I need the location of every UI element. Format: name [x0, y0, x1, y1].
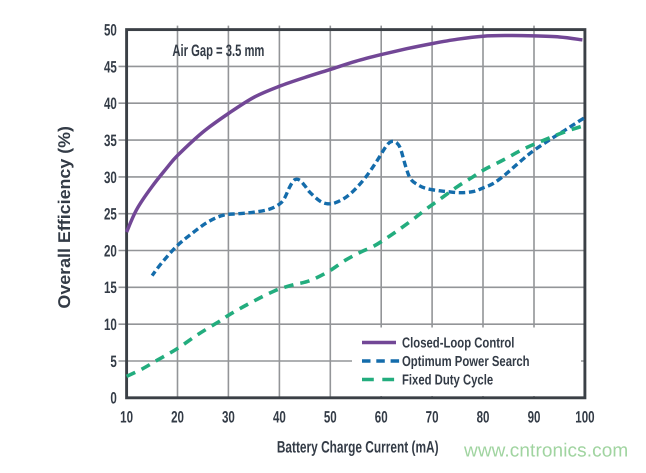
svg-text:100: 100 [575, 408, 594, 426]
svg-text:www.cntronics.com: www.cntronics.com [463, 441, 628, 462]
svg-text:50: 50 [324, 408, 337, 426]
svg-text:70: 70 [426, 408, 439, 426]
svg-text:0: 0 [110, 390, 116, 408]
svg-text:Fixed Duty Cycle: Fixed Duty Cycle [402, 373, 493, 389]
svg-text:20: 20 [104, 242, 117, 260]
svg-text:10: 10 [104, 316, 117, 334]
svg-text:25: 25 [104, 206, 117, 224]
svg-text:80: 80 [477, 408, 490, 426]
svg-text:30: 30 [222, 408, 235, 426]
svg-text:30: 30 [104, 169, 117, 187]
svg-text:45: 45 [104, 58, 117, 76]
svg-text:50: 50 [104, 22, 117, 40]
svg-text:5: 5 [110, 353, 116, 371]
svg-text:35: 35 [104, 132, 117, 150]
svg-text:40: 40 [273, 408, 286, 426]
svg-text:Optimum Power Search: Optimum Power Search [402, 354, 530, 370]
svg-text:40: 40 [104, 95, 117, 113]
svg-text:90: 90 [528, 408, 541, 426]
svg-text:15: 15 [104, 279, 117, 297]
svg-text:Air Gap = 3.5 mm: Air Gap = 3.5 mm [172, 42, 264, 60]
svg-text:20: 20 [171, 408, 184, 426]
svg-text:10: 10 [120, 408, 133, 426]
svg-text:60: 60 [375, 408, 388, 426]
svg-text:Battery Charge Current (mA): Battery Charge Current (mA) [277, 438, 439, 456]
svg-text:Closed-Loop Control: Closed-Loop Control [402, 336, 514, 352]
svg-text:Overall Efficiency (%): Overall Efficiency (%) [55, 126, 74, 309]
